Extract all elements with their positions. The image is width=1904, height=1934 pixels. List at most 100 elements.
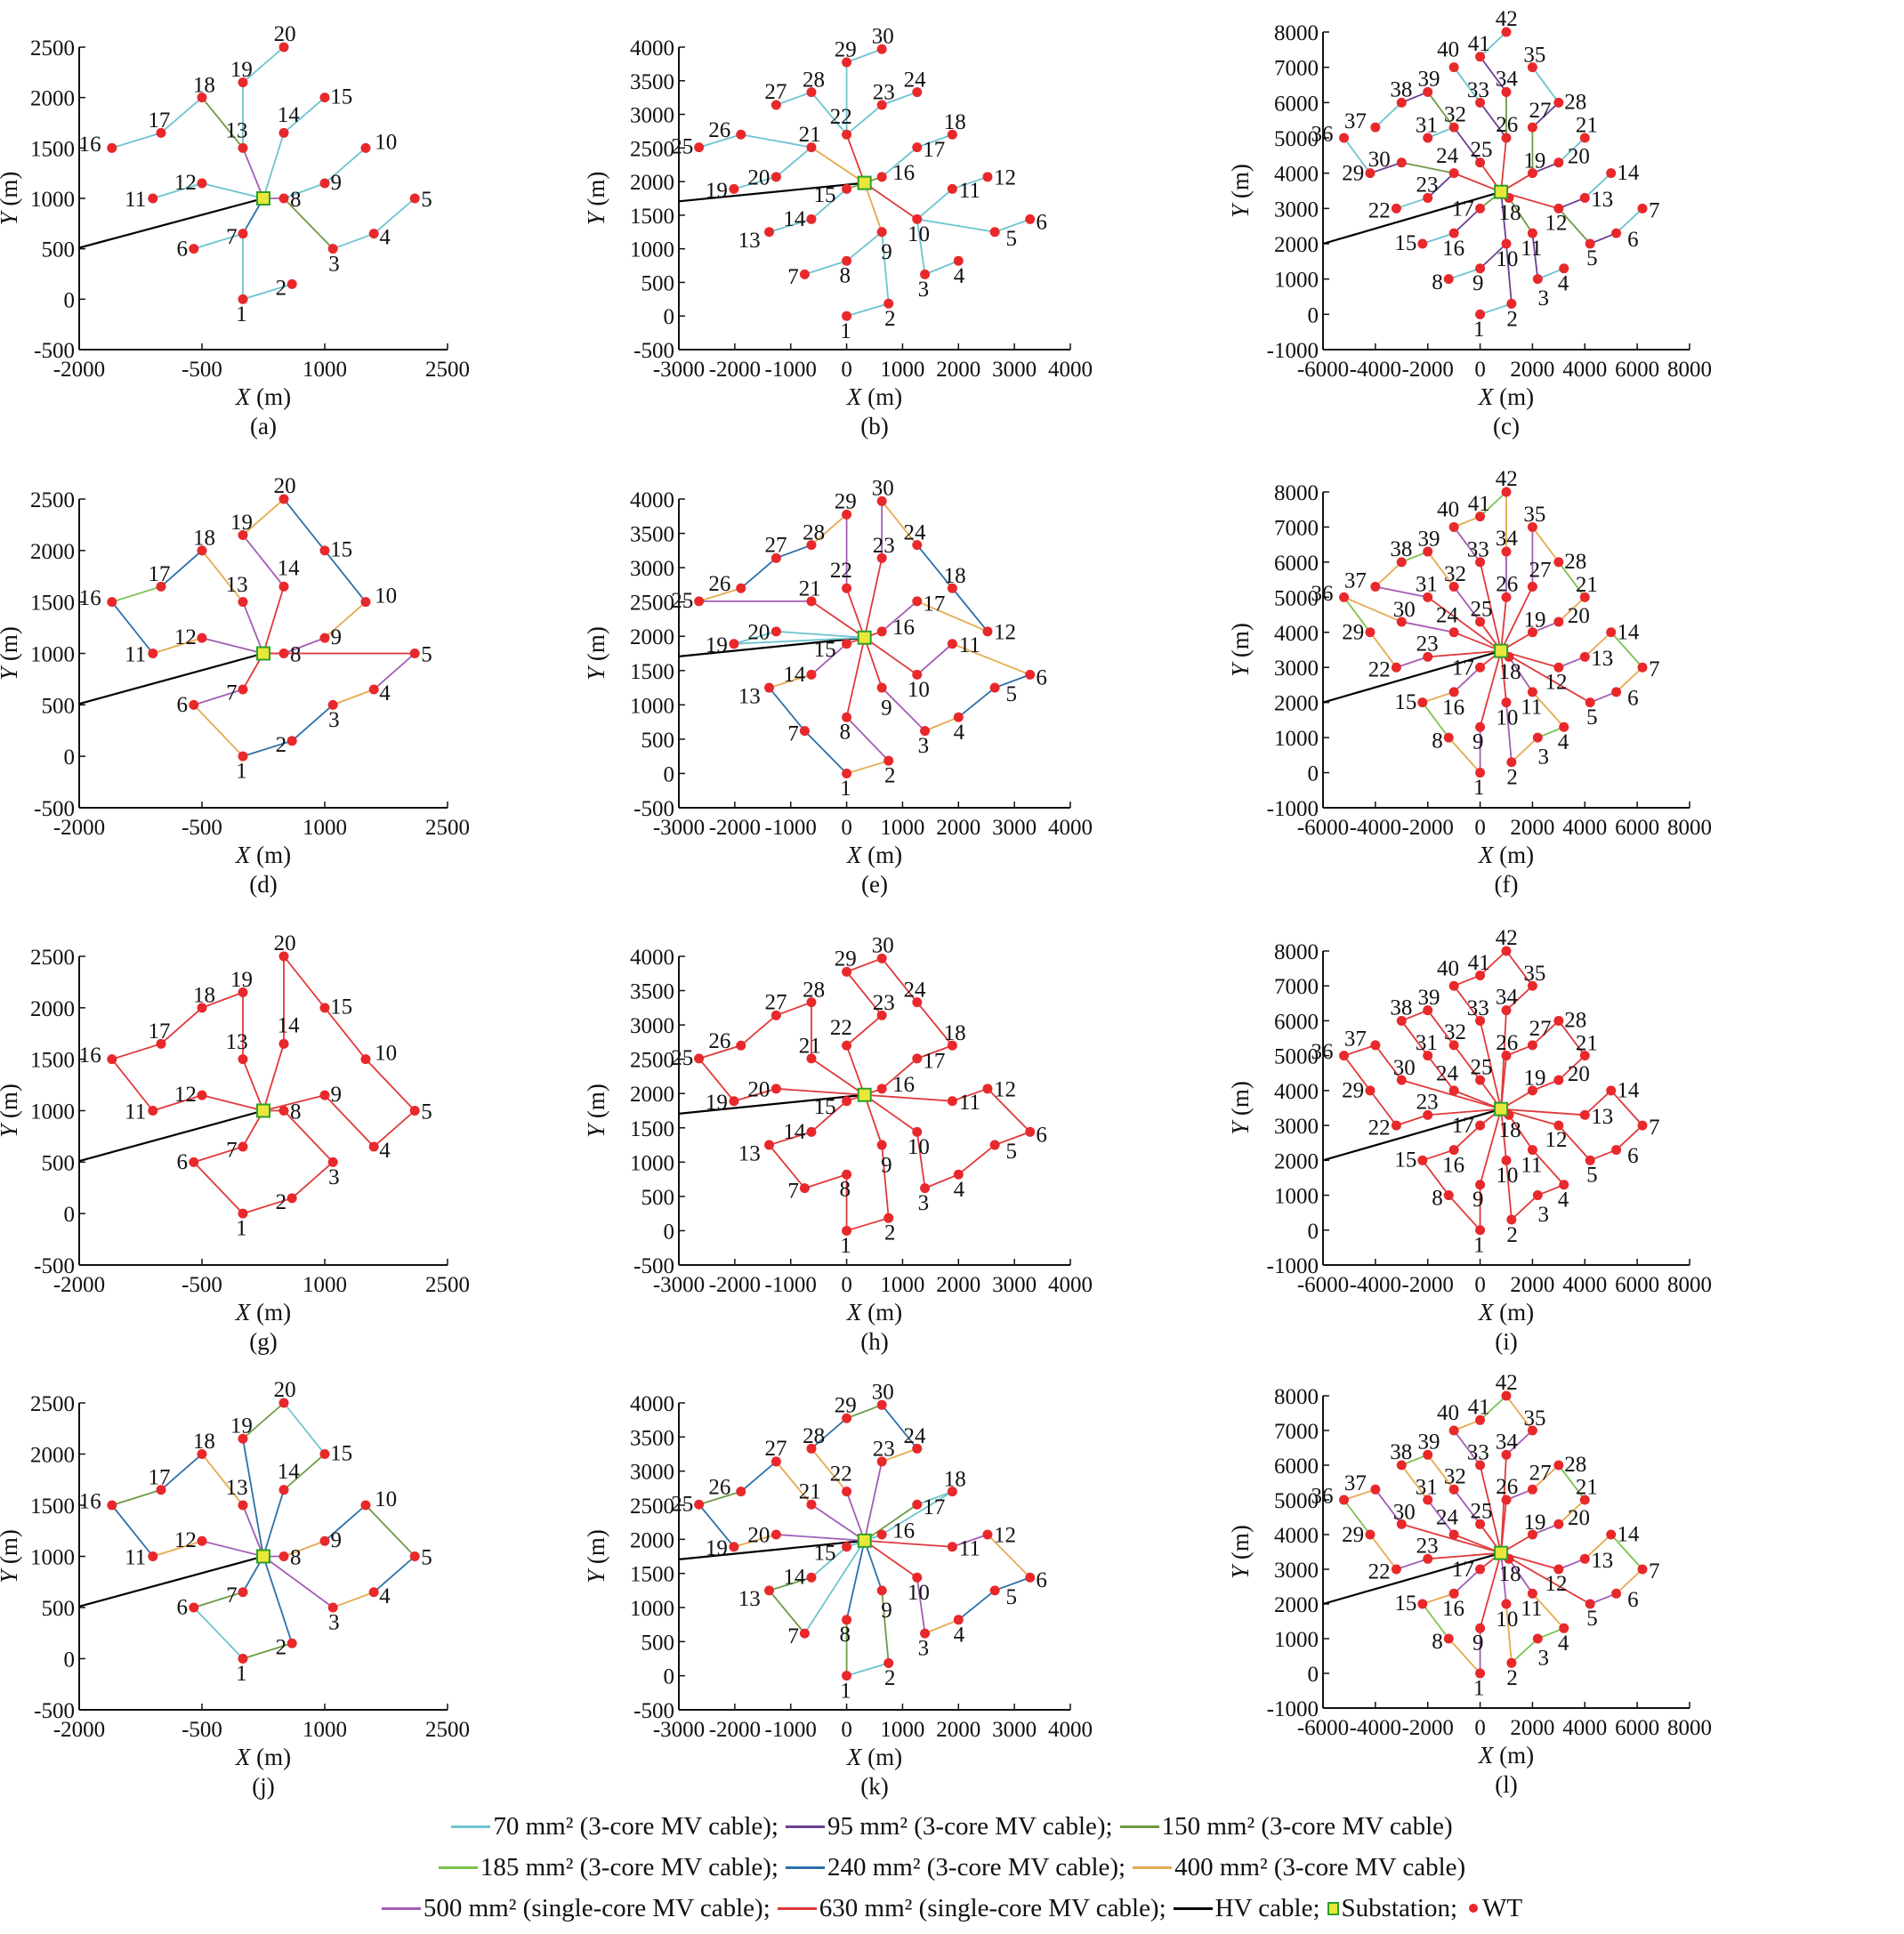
cable-500mm2 [1453, 1488, 1481, 1525]
cable-630mm2 [1501, 1108, 1585, 1116]
substation-marker [857, 630, 872, 645]
wind-turbine-marker [1553, 557, 1564, 568]
turbine-label: 16 [1442, 1597, 1464, 1621]
x-tick-label: 4000 [1562, 358, 1607, 382]
wind-turbine-marker [189, 1602, 199, 1613]
turbine-label: 37 [1344, 568, 1367, 592]
wind-turbine-marker [947, 583, 957, 593]
x-tick-label: -2000 [1402, 1273, 1454, 1297]
cable-500mm2 [916, 1577, 926, 1634]
cable-400mm2 [1343, 596, 1402, 623]
panel-caption: (i) [1495, 1328, 1517, 1355]
x-tick-label: -500 [182, 1273, 222, 1297]
cable-150mm2 [1508, 197, 1534, 234]
legend-item-95: 95 mm² (3-core MV cable); [785, 1812, 1113, 1841]
wind-turbine-marker [1553, 157, 1564, 168]
turbine-label: 30 [1368, 148, 1391, 172]
wind-turbine-marker [197, 1003, 207, 1013]
turbine-label: 7 [787, 722, 799, 746]
legend-label: 630 mm² (single-core MV cable); [819, 1893, 1166, 1922]
turbine-label: 6 [1036, 1568, 1047, 1592]
turbine-label: 20 [747, 165, 770, 189]
turbine-label: 27 [1529, 1017, 1552, 1041]
turbine-label: 13 [1591, 1105, 1613, 1129]
turbine-label: 42 [1496, 7, 1518, 31]
turbine-label: 4 [954, 1624, 965, 1648]
wind-turbine-marker [842, 255, 852, 266]
wind-turbine-marker [197, 545, 207, 556]
cable-70mm2 [916, 188, 953, 221]
turbine-label: 10 [375, 1487, 397, 1511]
y-tick-label: 4000 [630, 36, 674, 60]
turbine-label: 17 [149, 1465, 171, 1489]
turbine-label: 8 [1432, 729, 1443, 753]
x-tick-label: 8000 [1667, 358, 1712, 382]
cable-630mm2 [846, 957, 883, 973]
cable-70mm2 [811, 188, 848, 221]
legend-item-400: 400 mm² (3-core MV cable) [1133, 1853, 1465, 1882]
cable-630mm2 [1615, 1124, 1643, 1151]
y-tick-label: 2000 [630, 625, 674, 649]
wind-turbine-marker [1527, 1484, 1537, 1495]
cable-70mm2 [262, 133, 285, 199]
turbine-label: 12 [994, 1524, 1016, 1548]
cable-630mm2 [1343, 1055, 1371, 1092]
wind-turbine-marker [319, 1535, 330, 1546]
turbine-label: 15 [1394, 690, 1416, 714]
turbine-label: 41 [1468, 32, 1490, 56]
turbine-label: 42 [1496, 926, 1518, 950]
hv-cable [678, 1539, 865, 1560]
cable-500mm2 [242, 1504, 264, 1557]
x-tick-label: 6000 [1615, 1273, 1659, 1297]
turbine-label: 38 [1390, 77, 1412, 101]
cable-240mm2 [373, 1555, 415, 1593]
cable-240mm2 [324, 550, 367, 603]
turbine-label: 36 [1311, 582, 1334, 606]
turbine-label: 13 [226, 1476, 248, 1500]
cable-400mm2 [987, 1534, 1031, 1578]
x-axis-label: X (m) [1478, 383, 1534, 410]
x-tick-label: -2000 [709, 816, 761, 840]
cable-630mm2 [1375, 1044, 1403, 1081]
wind-turbine-marker [278, 1398, 289, 1408]
x-tick-label: 1000 [303, 1718, 347, 1742]
y-tick-label: -500 [34, 797, 75, 821]
cable-400mm2 [1584, 632, 1612, 658]
wind-turbine-marker [286, 736, 297, 746]
wind-turbine-marker [842, 1671, 852, 1681]
turbine-label: 10 [1496, 706, 1518, 730]
turbine-label: 5 [1586, 246, 1598, 270]
turbine-label: 25 [671, 1492, 693, 1516]
turbine-label: 21 [799, 1480, 821, 1504]
cable-150mm2 [881, 1590, 890, 1664]
wind-turbine-marker [319, 633, 330, 643]
cable-400mm2 [1426, 551, 1455, 588]
wind-turbine-marker [1501, 133, 1512, 143]
turbine-label: 21 [1576, 1476, 1598, 1500]
wind-turbine-marker [1417, 1155, 1428, 1165]
y-tick-label: 0 [64, 288, 76, 312]
cable-70mm2 [845, 104, 883, 135]
wind-turbine-marker [319, 178, 330, 189]
cable-70mm2 [283, 96, 326, 134]
cable-240mm2 [242, 739, 293, 758]
turbine-label: 6 [1036, 665, 1047, 689]
wind-turbine-marker [953, 712, 964, 722]
wind-turbine-marker [1475, 768, 1486, 778]
cable-400mm2 [242, 498, 285, 536]
cable-70mm2 [733, 175, 777, 190]
turbine-label: 35 [1523, 503, 1545, 527]
cable-400mm2 [1531, 526, 1560, 563]
wind-turbine-marker [842, 1169, 852, 1180]
wind-turbine-marker [238, 77, 248, 88]
wind-turbine-marker [148, 193, 158, 204]
cable-630mm2 [845, 133, 866, 183]
cable-70mm2 [776, 91, 812, 106]
turbine-label: 26 [708, 1475, 730, 1499]
panel-caption: (c) [1493, 413, 1520, 439]
cable-630mm2 [324, 1094, 375, 1148]
y-tick-label: 2000 [630, 1083, 674, 1107]
wind-turbine-marker [1423, 86, 1433, 97]
turbine-label: 40 [1437, 956, 1459, 980]
cable-400mm2 [811, 513, 848, 546]
